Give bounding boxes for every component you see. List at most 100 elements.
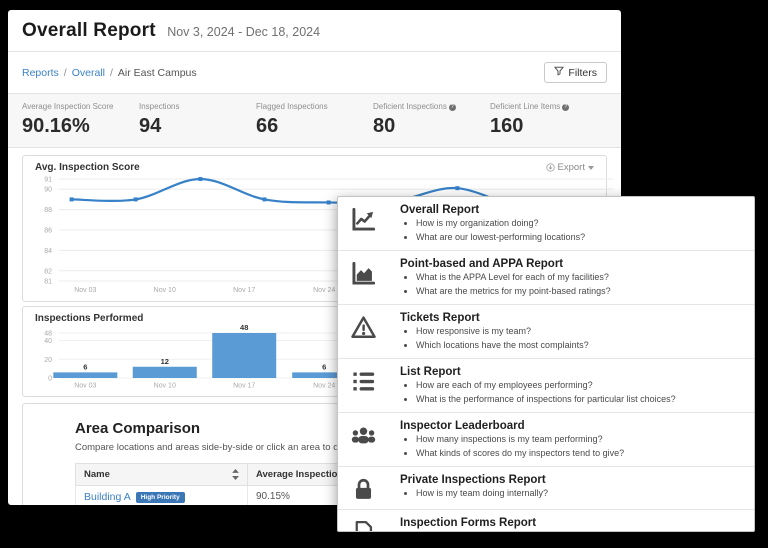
- breadcrumb-separator: /: [109, 66, 113, 79]
- area-comparison-title: Area Comparison: [75, 420, 201, 437]
- filters-button[interactable]: Filters: [544, 62, 607, 83]
- kpi-value: 66: [256, 115, 279, 137]
- kpi-label-text: Deficient Inspections: [373, 102, 447, 111]
- kpi-deficient-line-items: Deficient Line Items 160: [490, 102, 607, 138]
- kpi-flagged-inspections: Flagged Inspections 66: [256, 102, 373, 138]
- breadcrumb-overall[interactable]: Overall: [71, 66, 105, 79]
- svg-text:86: 86: [44, 228, 52, 235]
- breadcrumb-current: Air East Campus: [117, 66, 197, 79]
- svg-text:Nov 03: Nov 03: [74, 287, 96, 294]
- export-label: Export: [557, 162, 585, 173]
- kpi-value: 90.16%: [22, 115, 90, 137]
- people-group-icon: [350, 420, 390, 460]
- svg-text:Nov 24: Nov 24: [313, 287, 335, 294]
- download-icon: [545, 163, 555, 172]
- menu-item-questions: What is the APPA Level for each of my fa…: [400, 271, 744, 298]
- svg-text:6: 6: [83, 362, 87, 371]
- page-header: Overall Report Nov 3, 2024 - Dec 18, 202…: [8, 10, 621, 52]
- kpi-label: Inspections: [139, 102, 180, 111]
- svg-text:81: 81: [44, 279, 52, 286]
- kpi-label: Deficient Inspections: [373, 102, 490, 111]
- chart-header: Avg. Inspection Score Export: [35, 162, 594, 173]
- toolbar-row: Reports / Overall / Air East Campus Filt…: [8, 52, 621, 93]
- svg-text:Nov 24: Nov 24: [313, 383, 335, 390]
- kpi-value: 94: [139, 115, 162, 137]
- building-a-link[interactable]: Building A: [84, 490, 131, 503]
- kpi-label-text: Deficient Line Items: [490, 102, 561, 111]
- menu-item-overall-report[interactable]: Overall Report How is my organization do…: [338, 197, 754, 251]
- menu-item-inspection-forms-report[interactable]: Inspection Forms Report Which area types…: [338, 510, 754, 531]
- menu-item-questions: How is my team doing internally?: [400, 487, 744, 501]
- kpi-value: 160: [490, 115, 524, 137]
- menu-item-questions: How responsive is my team? Which locatio…: [400, 325, 744, 352]
- menu-item-private-inspections-report[interactable]: Private Inspections Report How is my tea…: [338, 467, 754, 510]
- svg-text:6: 6: [322, 362, 326, 371]
- kpi-average-inspection-score: Average Inspection Score 90.16%: [22, 102, 139, 138]
- kpi-label: Deficient Line Items: [490, 102, 607, 111]
- page-title: Overall Report: [22, 20, 156, 41]
- svg-text:84: 84: [44, 248, 52, 255]
- sort-icon[interactable]: [232, 469, 239, 480]
- svg-text:20: 20: [44, 357, 52, 364]
- kpi-label: Flagged Inspections: [256, 102, 328, 111]
- menu-item-questions: How are each of my employees performing?…: [400, 379, 744, 406]
- svg-text:0: 0: [48, 376, 52, 383]
- menu-item-inspector-leaderboard[interactable]: Inspector Leaderboard How many inspectio…: [338, 413, 754, 467]
- svg-text:90: 90: [44, 187, 52, 194]
- svg-text:91: 91: [44, 177, 52, 184]
- column-header-label: Average Inspection Score: [256, 469, 373, 480]
- svg-text:Nov 10: Nov 10: [154, 383, 176, 390]
- menu-item-title: List Report: [400, 366, 461, 378]
- export-button[interactable]: Export: [545, 162, 594, 173]
- svg-text:12: 12: [161, 357, 169, 366]
- svg-text:Nov 10: Nov 10: [154, 287, 176, 294]
- svg-text:40: 40: [44, 338, 52, 345]
- menu-item-title: Overall Report: [400, 204, 480, 216]
- chart-title: Inspections Performed: [35, 313, 144, 324]
- document-icon: [350, 517, 390, 531]
- trend-chart-icon: [350, 204, 390, 244]
- breadcrumb: Reports / Overall / Air East Campus: [22, 67, 197, 79]
- warning-triangle-icon: [350, 312, 390, 352]
- menu-item-title: Inspector Leaderboard: [400, 420, 525, 432]
- menu-item-title: Inspection Forms Report: [400, 517, 537, 529]
- svg-text:Nov 17: Nov 17: [233, 287, 255, 294]
- funnel-icon: [554, 66, 565, 79]
- menu-item-title: Point-based and APPA Report: [400, 258, 564, 270]
- help-icon[interactable]: [448, 104, 456, 111]
- svg-text:48: 48: [240, 324, 248, 332]
- menu-item-title: Tickets Report: [400, 312, 480, 324]
- chart-header: Inspections Performed: [35, 313, 594, 324]
- menu-item-title: Private Inspections Report: [400, 474, 546, 486]
- kpi-inspections: Inspections 94: [139, 102, 256, 138]
- bullet-list-icon: [350, 366, 390, 406]
- chart-title: Avg. Inspection Score: [35, 162, 140, 173]
- svg-text:48: 48: [44, 331, 52, 338]
- menu-item-questions: How many inspections is my team performi…: [400, 433, 744, 460]
- date-range: Nov 3, 2024 - Dec 18, 2024: [167, 25, 321, 39]
- menu-item-point-based-appa-report[interactable]: Point-based and APPA Report What is the …: [338, 251, 754, 305]
- report-type-menu: Overall Report How is my organization do…: [337, 196, 755, 532]
- lock-icon: [350, 474, 390, 503]
- kpi-strip: Average Inspection Score 90.16% Inspecti…: [8, 93, 621, 148]
- svg-text:82: 82: [44, 268, 52, 275]
- breadcrumb-separator: /: [63, 66, 67, 79]
- area-comparison-subtitle: Compare locations and areas side-by-side…: [75, 442, 460, 453]
- kpi-deficient-inspections: Deficient Inspections 80: [373, 102, 490, 138]
- menu-item-tickets-report[interactable]: Tickets Report How responsive is my team…: [338, 305, 754, 359]
- help-icon[interactable]: [562, 104, 570, 111]
- svg-text:Nov 03: Nov 03: [74, 383, 96, 390]
- column-header-label: Name: [84, 469, 110, 480]
- menu-item-list-report[interactable]: List Report How are each of my employees…: [338, 359, 754, 413]
- area-chart-icon: [350, 258, 390, 298]
- kpi-label: Average Inspection Score: [22, 102, 114, 111]
- menu-item-questions: How is my organization doing? What are o…: [400, 217, 744, 244]
- filters-button-label: Filters: [568, 66, 597, 79]
- high-priority-badge: High Priority: [135, 491, 185, 503]
- svg-text:88: 88: [44, 207, 52, 214]
- breadcrumb-reports[interactable]: Reports: [22, 66, 59, 79]
- column-header-name[interactable]: Name: [75, 463, 248, 486]
- chevron-down-icon: [588, 165, 594, 170]
- kpi-value: 80: [373, 115, 396, 137]
